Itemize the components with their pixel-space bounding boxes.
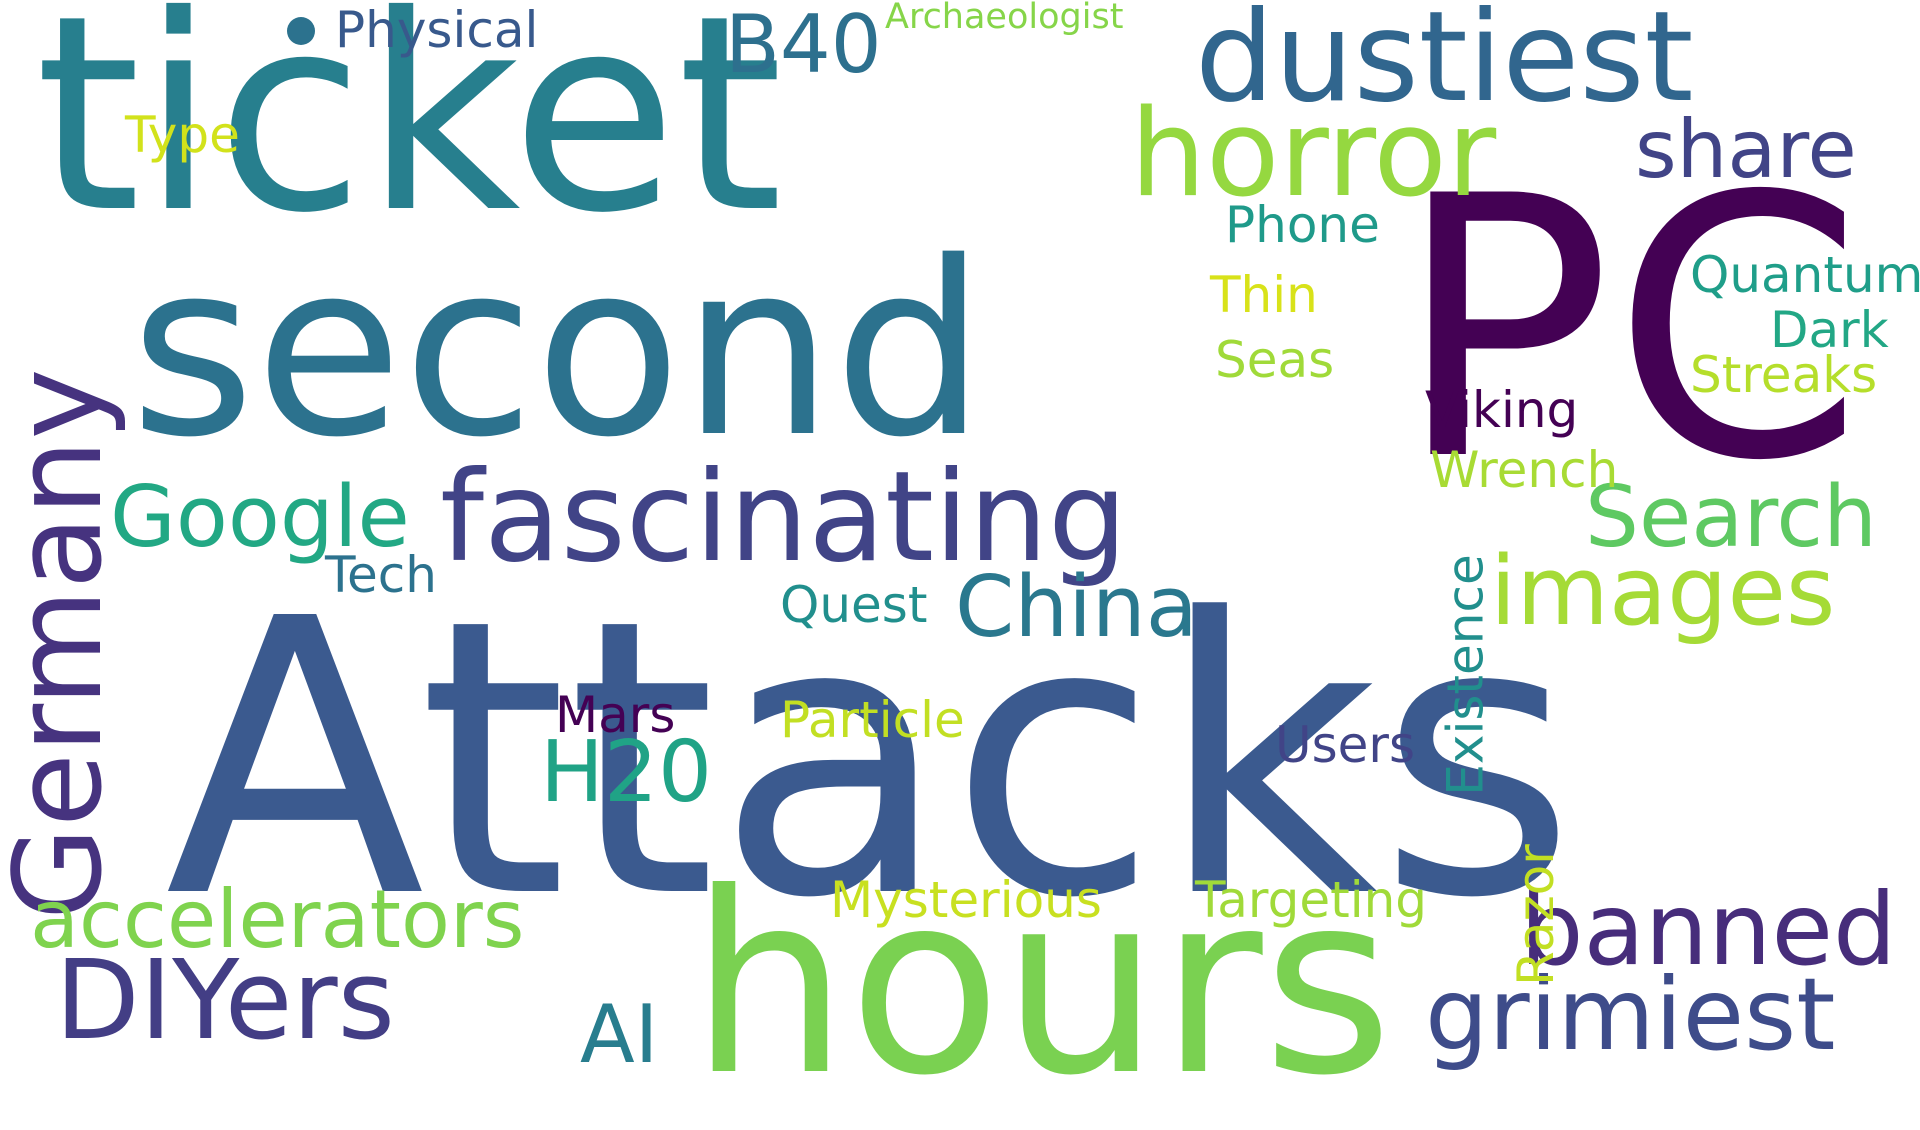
word-diyers: DIYers [55, 936, 395, 1064]
word-quest: Quest [780, 576, 928, 634]
word-search: Search [1585, 468, 1878, 567]
word-accelerators: accelerators [30, 873, 525, 966]
word-physical: Physical [335, 1, 539, 59]
word-share: share [1635, 103, 1857, 196]
word-b40: B40 [725, 0, 882, 91]
word-pc: PC [1395, 120, 1864, 539]
word-seas: Seas [1215, 331, 1335, 389]
word-second: second [130, 210, 986, 490]
word-streaks: Streaks [1690, 346, 1878, 404]
word-targeting: Targeting [1195, 871, 1428, 929]
word-quantum: Quantum [1690, 246, 1920, 304]
word-horror: horror [1130, 85, 1497, 224]
word-archaeologist: Archaeologist [885, 0, 1124, 37]
word-hours: hours [690, 839, 1393, 1130]
word-grimiest: grimiest [1425, 956, 1836, 1073]
word-banned: banned [1520, 871, 1897, 988]
word-google: Google [110, 468, 410, 567]
word-wrench: Wrench [1430, 441, 1619, 499]
word-particle: Particle [780, 691, 965, 749]
word-ai: AI [580, 988, 659, 1081]
word-phone: Phone [1225, 196, 1380, 254]
word-razor: Razor [1506, 844, 1565, 986]
word-china: China [955, 558, 1198, 657]
word-ticket: ticket [35, 0, 784, 272]
word-attacks: Attacks [165, 538, 1577, 981]
word-fascinating: fascinating [440, 445, 1128, 590]
word-viking: Viking [1425, 381, 1579, 439]
word-mysterious: Mysterious [830, 871, 1102, 929]
word-h20: H20 [540, 723, 713, 822]
word-existence: Existence [1436, 554, 1495, 796]
word-images: images [1490, 537, 1836, 647]
dot-mark [287, 17, 315, 45]
word-dustiest: dustiest [1195, 0, 1694, 130]
word-type: Type [125, 106, 240, 164]
word-users: Users [1275, 716, 1416, 774]
word-dark: Dark [1770, 301, 1889, 359]
word-mars: Mars [555, 686, 676, 744]
word-germany: Germany [0, 368, 129, 920]
word-thin: Thin [1210, 266, 1318, 324]
word-tech: Tech [325, 546, 437, 604]
